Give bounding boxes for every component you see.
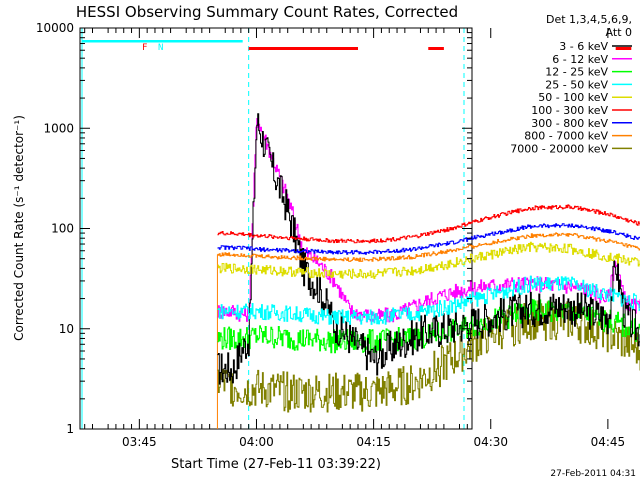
y-tick-label: 1000 — [43, 121, 74, 135]
legend-entry-label: 6 - 12 keV — [552, 53, 608, 66]
series-line-7 — [217, 232, 640, 262]
legend-entry-label: 3 - 6 keV — [559, 40, 608, 53]
timestamp-label: 27-Feb-2011 04:31 — [550, 469, 636, 479]
x-tick-label: 03:45 — [122, 435, 157, 449]
legend-entry-label: 300 - 800 keV — [531, 117, 608, 130]
legend-header-line-1: Det 1,3,4,5,6,9, — [546, 13, 632, 26]
plot-frame — [79, 27, 473, 430]
series-line-6 — [217, 223, 640, 255]
legend-entry-label: 800 - 7000 keV — [524, 130, 608, 143]
flare-bar — [615, 47, 632, 50]
flare-bar — [248, 47, 358, 50]
legend-entry-label: 100 - 300 keV — [531, 104, 608, 117]
x-tick-label: 04:15 — [356, 435, 391, 449]
series-line-2 — [217, 298, 640, 354]
night-bar-left — [82, 40, 243, 43]
x-tick-label: 04:45 — [591, 435, 626, 449]
marker-label: N — [158, 43, 163, 53]
legend-entry-label: 12 - 25 keV — [545, 66, 608, 79]
legend-header-line-2: Att 0 — [606, 26, 632, 39]
series-line-1 — [217, 118, 640, 323]
y-tick-label: 10000 — [36, 21, 74, 35]
x-tick-label: 04:00 — [239, 435, 274, 449]
series-line-3 — [217, 275, 640, 325]
y-axis-label: Corrected Count Rate (s⁻¹ detector⁻¹) — [12, 115, 26, 341]
y-tick-label: 100 — [51, 222, 74, 236]
y-tick-label: 1 — [66, 422, 74, 436]
x-axis-label: Start Time (27-Feb-11 03:39:22) — [171, 457, 381, 472]
series-line-5 — [217, 204, 640, 244]
legend-entry-label: 7000 - 20000 keV — [510, 142, 608, 155]
legend-entry-label: 50 - 100 keV — [538, 91, 608, 104]
flare-bar — [428, 47, 444, 50]
legend-entry-label: 25 - 50 keV — [545, 78, 608, 91]
series-line-4 — [217, 241, 640, 279]
x-tick-label: 04:30 — [473, 435, 508, 449]
marker-label: F — [142, 43, 147, 53]
chart-title: HESSI Observing Summary Count Rates, Cor… — [76, 3, 458, 21]
y-tick-label: 10 — [59, 322, 74, 336]
